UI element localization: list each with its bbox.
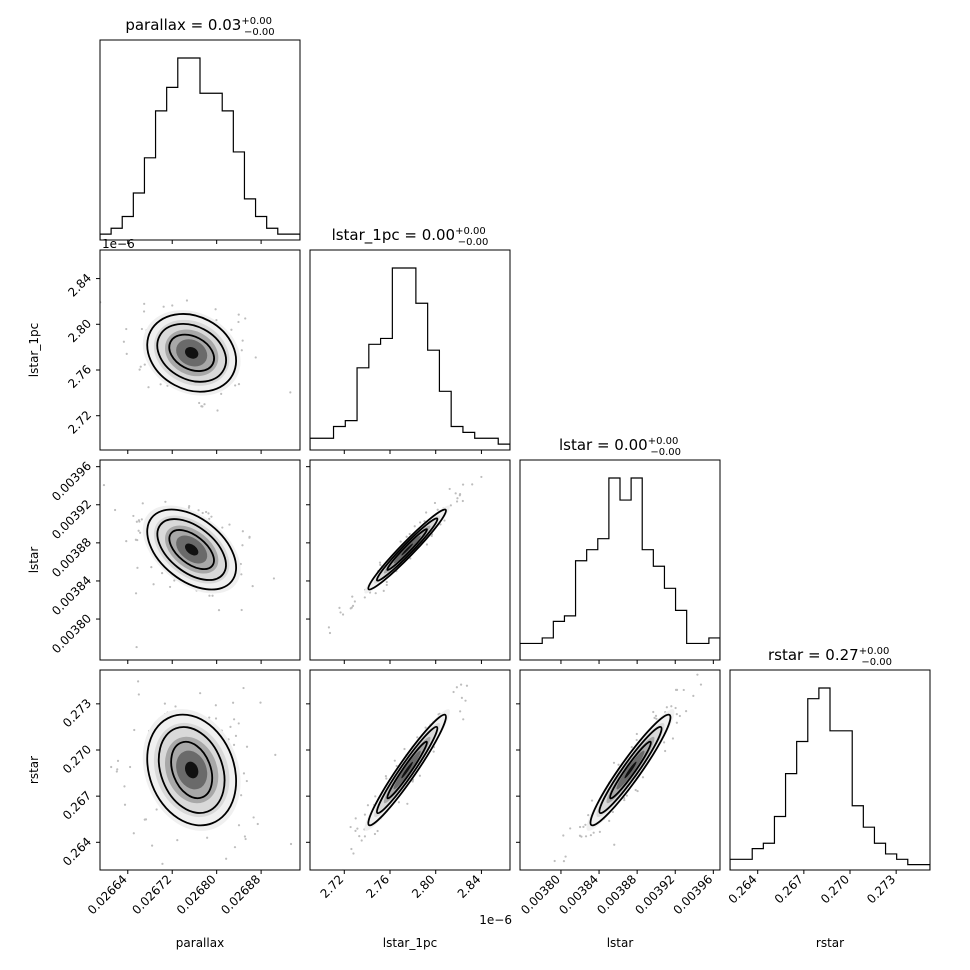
xtick-label-parallax: 0.02688: [218, 872, 263, 917]
panel-lstar_1pc-vs-parallax: 2.72 2.76 2.80 2.84: [65, 249, 301, 454]
ytick-label-rstar: 0.273: [60, 696, 94, 730]
xtick-label-lstar: 0.00388: [594, 872, 639, 917]
ytick-label-lstar: 0.00392: [49, 497, 94, 542]
contour-lstar-lstar_1pc: [375, 517, 439, 582]
contour-rstar-parallax: [170, 740, 214, 800]
xlabel-lstar: lstar: [607, 936, 634, 950]
xtick-label-lstar: 0.00392: [632, 872, 677, 917]
ytick-label-lstar_1pc: 2.80: [65, 317, 94, 346]
histogram-parallax: [100, 57, 300, 240]
contour-rstar-lstar_1pc: [386, 740, 428, 800]
panel-rstar-vs-lstar_1pc: 2.72 2.76 2.80 2.84: [306, 669, 511, 901]
ytick-label-lstar_1pc: 2.72: [65, 408, 94, 437]
xtick-label-lstar_1pc: 2.72: [318, 872, 347, 901]
y-offset-label: 1e−6: [102, 237, 135, 251]
xtick-label-rstar: 0.270: [818, 872, 852, 906]
xtick-label-lstar: 0.00396: [670, 872, 715, 917]
contour-lstar_1pc-parallax: [168, 333, 215, 372]
xtick-label-lstar: 0.00384: [556, 872, 601, 917]
contour-rstar-lstar_1pc: [367, 713, 447, 827]
panel-parallax-vs-parallax: parallax = 0.03+0.00 −0.00: [99, 16, 301, 244]
contour-rstar-lstar_1pc: [376, 725, 439, 815]
contour-rstar-lstar: [598, 725, 663, 815]
xtick-label-lstar_1pc: 2.76: [363, 872, 392, 901]
ylabel-lstar: lstar: [27, 547, 41, 574]
contour-lstar-lstar_1pc: [367, 508, 447, 591]
title-rstar: rstar = 0.27+0.00 −0.00: [768, 646, 892, 668]
xtick-label-rstar: 0.273: [864, 872, 898, 906]
panel-lstar-vs-lstar: lstar = 0.00+0.00 −0.00: [519, 436, 721, 664]
ytick-label-lstar_1pc: 2.84: [65, 271, 94, 300]
histogram-lstar_1pc: [310, 267, 510, 450]
contour-rstar-lstar: [609, 740, 652, 800]
panel-rstar-vs-rstar: rstar = 0.27+0.00 −0.00 0.264 0.267 0.270 0.2…: [726, 646, 931, 906]
contour-rstar-parallax: [157, 726, 226, 814]
histogram-rstar: [730, 687, 930, 870]
xtick-label-lstar_1pc: 2.80: [409, 872, 438, 901]
ytick-label-lstar: 0.00384: [49, 573, 94, 618]
panel-lstar_1pc-vs-lstar_1pc: lstar_1pc = 0.00+0.00 −0.00: [309, 226, 511, 454]
contour-rstar-parallax: [146, 713, 238, 827]
contour-rstar-lstar: [589, 713, 672, 827]
xlabel-rstar: rstar: [816, 936, 844, 950]
x-offset-label: 1e−6: [479, 913, 512, 927]
ytick-label-lstar: 0.00396: [49, 459, 94, 504]
contour-lstar-parallax: [156, 518, 227, 581]
ytick-label-rstar: 0.270: [60, 742, 94, 776]
xlabel-parallax: parallax: [176, 936, 224, 950]
xlabel-lstar_1pc: lstar_1pc: [383, 936, 437, 950]
contour-lstar-lstar_1pc: [386, 528, 428, 571]
contour-lstar_1pc-parallax: [156, 323, 227, 383]
ylabel-rstar: rstar: [27, 756, 41, 784]
contour-lstar-parallax: [168, 529, 215, 570]
xtick-label-rstar: 0.264: [726, 872, 760, 906]
xtick-label-parallax: 0.02664: [85, 872, 130, 917]
xtick-label-lstar_1pc: 2.84: [455, 872, 484, 901]
xtick-label-parallax: 0.02680: [174, 872, 219, 917]
title-lstar_1pc: lstar_1pc = 0.00+0.00 −0.00: [332, 226, 489, 248]
contour-lstar_1pc-parallax: [146, 313, 238, 393]
ytick-label-rstar: 0.267: [60, 788, 94, 822]
histogram-lstar: [520, 477, 720, 660]
xtick-label-parallax: 0.02672: [129, 872, 174, 917]
title-parallax: parallax = 0.03+0.00 −0.00: [125, 16, 274, 38]
ytick-label-lstar_1pc: 2.76: [65, 362, 94, 391]
title-lstar: lstar = 0.00+0.00 −0.00: [559, 436, 681, 458]
xtick-label-rstar: 0.267: [772, 872, 806, 906]
ytick-label-lstar: 0.00388: [49, 535, 94, 580]
ytick-label-rstar: 0.264: [60, 835, 94, 869]
panel-lstar-vs-lstar_1pc: [306, 459, 511, 664]
ylabel-lstar_1pc: lstar_1pc: [27, 323, 41, 377]
xtick-label-lstar: 0.00380: [518, 872, 563, 917]
ytick-label-lstar: 0.00380: [49, 611, 94, 656]
panel-rstar-vs-parallax: 0.02664 0.02672 0.02680 0.02688 0.264 0.267 0.…: [60, 669, 301, 917]
contour-lstar-parallax: [146, 508, 238, 591]
